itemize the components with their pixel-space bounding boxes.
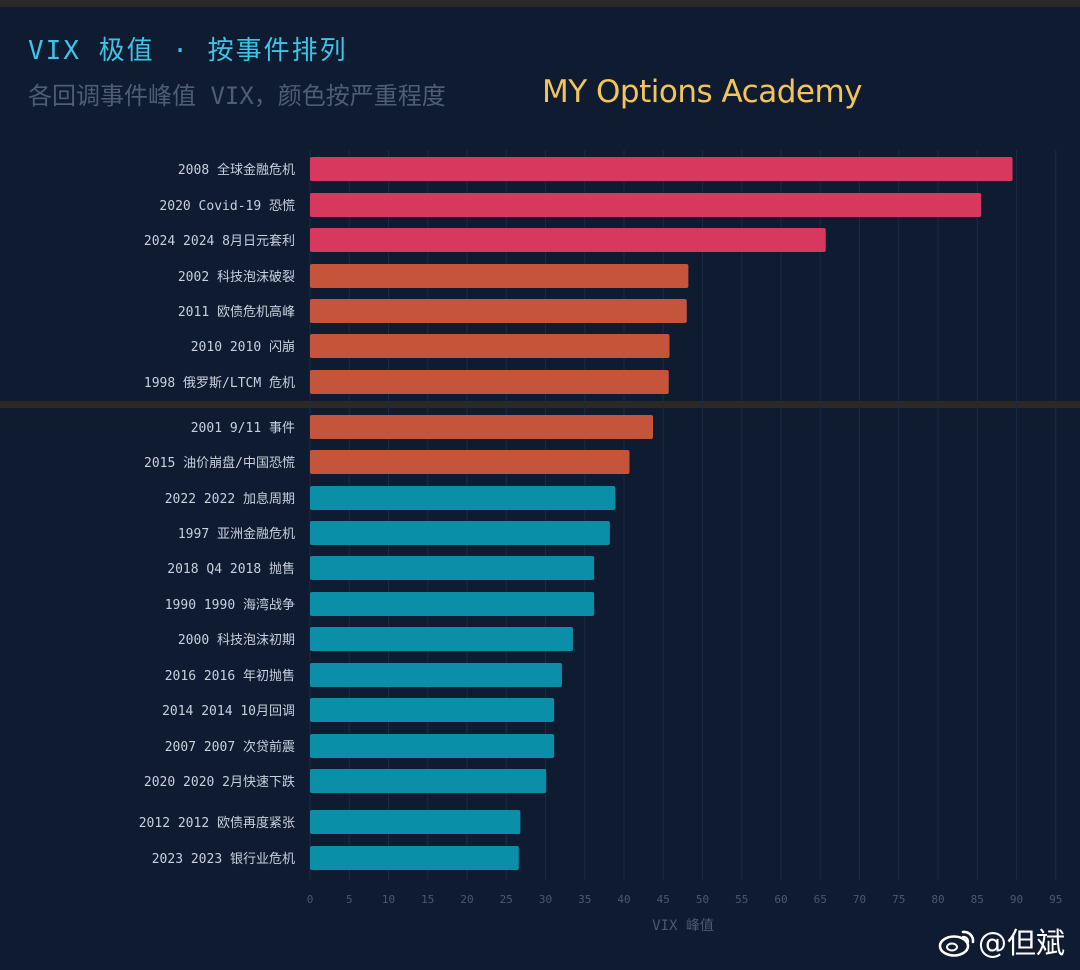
category-label: 2001 9/11 事件 [191,421,295,436]
x-tick-label: 75 [892,893,905,906]
top-border-strip [0,0,1080,7]
category-label: 2008 全球金融危机 [178,162,295,178]
academy-watermark: MY Options Academy [542,74,863,110]
category-label: 2020 2020 2月快速下跌 [144,774,295,790]
x-tick-label: 5 [346,893,353,906]
category-label: 2002 科技泡沫破裂 [178,270,295,285]
x-tick-label: 85 [971,893,984,906]
bar [310,663,562,687]
bar [310,264,689,288]
category-label: 2012 2012 欧债再度紧张 [139,815,295,831]
category-label: 2000 科技泡沫初期 [178,633,295,648]
x-tick-label: 90 [1010,893,1023,906]
category-label: 2024 2024 8月日元套利 [144,233,295,249]
category-label: 1990 1990 海湾战争 [165,597,295,613]
x-tick-label: 55 [735,893,748,906]
category-label: 2011 欧债危机高峰 [178,304,295,320]
category-label: 2018 Q4 2018 抛售 [167,561,295,577]
bar [310,334,670,358]
category-label: 2007 2007 次贷前震 [165,739,295,755]
bar [310,450,630,474]
x-tick-label: 60 [774,893,787,906]
category-label: 2023 2023 银行业危机 [152,852,295,867]
bars [310,157,1013,870]
screenshot-seam-strip [0,401,1080,408]
category-label: 1997 亚洲金融危机 [178,526,295,542]
x-tick-label: 0 [307,893,314,906]
weibo-logo-icon [938,927,978,964]
x-tick-label: 35 [578,893,591,906]
x-tick-label: 15 [421,893,434,906]
x-tick-label: 70 [853,893,866,906]
category-label: 2016 2016 年初抛售 [165,668,295,684]
x-axis-title: VIX 峰值 [652,918,714,934]
bar [310,228,826,252]
category-label: 2020 Covid-19 恐慌 [159,199,295,214]
x-tick-label: 50 [696,893,709,906]
x-tick-label: 65 [814,893,827,906]
bar [310,157,1013,181]
x-tick-label: 30 [539,893,552,906]
bar [310,698,555,722]
bar [310,769,547,793]
x-tick-label: 80 [931,893,944,906]
category-label: 2010 2010 闪崩 [191,340,295,355]
chart-subtitle: 各回调事件峰值 VIX，颜色按严重程度 [28,82,446,110]
category-label: 2014 2014 10月回调 [162,704,295,719]
x-tick-label: 10 [382,893,395,906]
bar [310,592,595,616]
bar [310,415,654,439]
x-tick-label: 40 [617,893,630,906]
bar [310,810,521,834]
bar [310,486,616,510]
x-tick-label: 45 [657,893,670,906]
bar [310,556,595,580]
bar [310,734,555,758]
x-tick-label: 25 [500,893,513,906]
weibo-credit: @但斌 [938,920,1065,964]
x-tick-label: 20 [460,893,473,906]
category-labels: 2008 全球金融危机 2020 Covid-19 恐慌 2024 2024 8月日… [139,162,295,867]
bar [310,521,610,545]
bar [310,627,573,651]
bar [310,193,982,217]
bar [310,299,687,323]
category-label: 2015 油价崩盘/中国恐慌 [144,455,295,471]
bar [310,846,519,870]
category-label: 1998 俄罗斯/LTCM 危机 [144,376,295,391]
chart-title: VIX 极值 · 按事件排列 [28,36,348,66]
x-tick-label: 95 [1049,893,1062,906]
credit-text: @但斌 [978,926,1066,960]
category-label: 2022 2022 加息周期 [165,491,295,507]
x-tick-labels: 0 5 10 15 20 25 30 35 40 45 50 55 60 65 70 75 80 85 90 95 [307,893,1063,906]
bar [310,370,669,394]
